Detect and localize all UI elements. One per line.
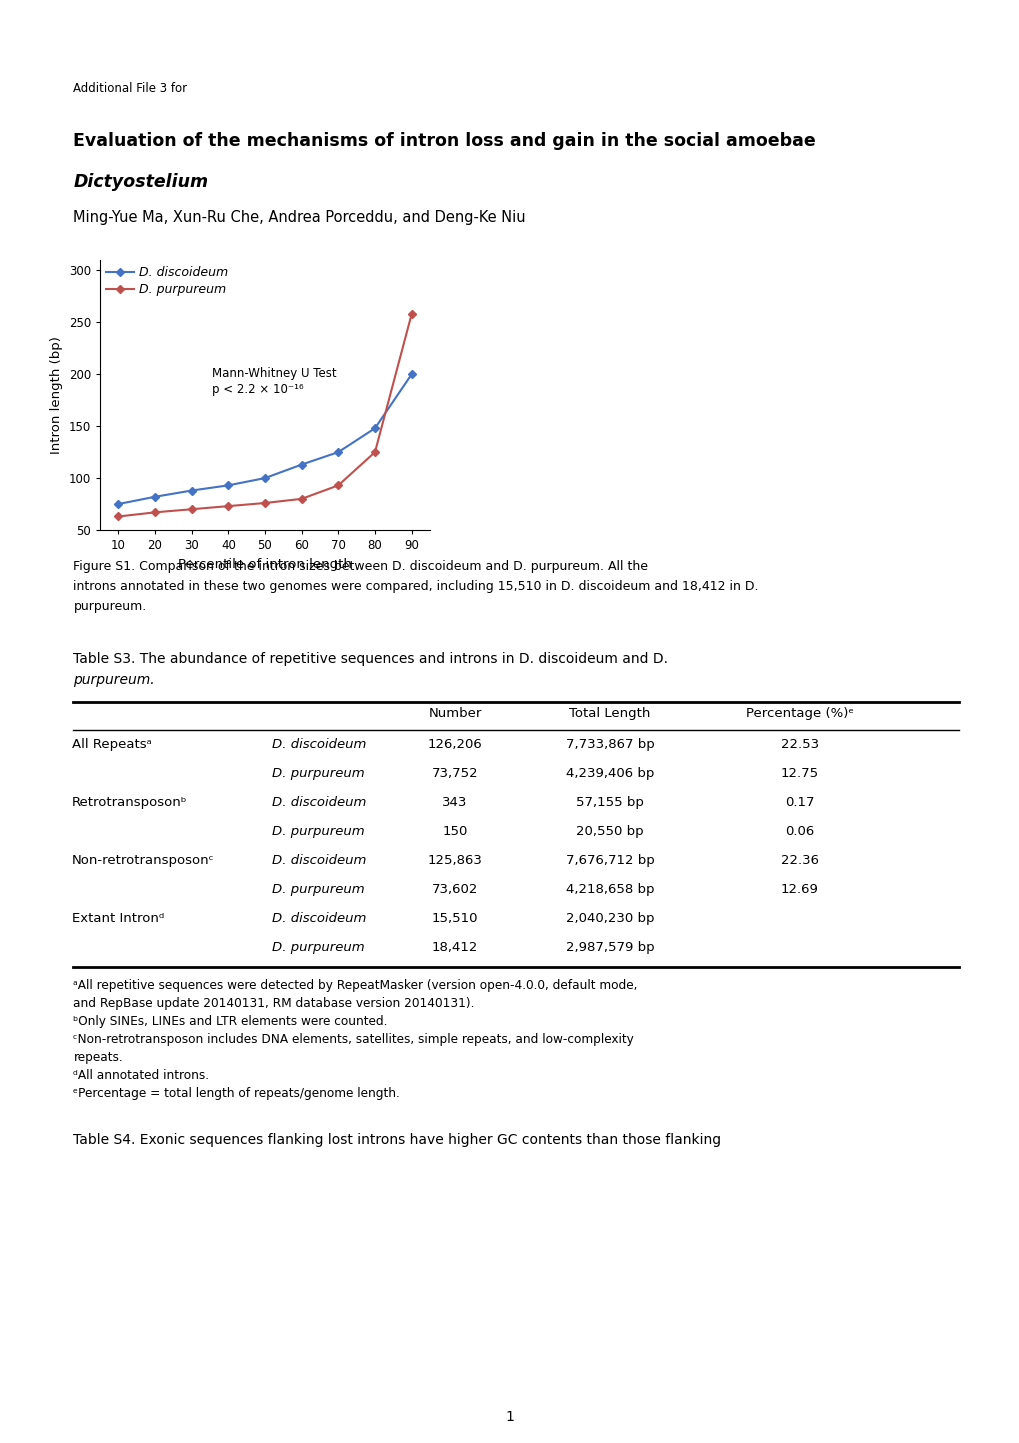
D. purpureum: [149, 504, 161, 521]
Text: Percentage (%)ᵉ: Percentage (%)ᵉ: [745, 707, 853, 720]
D. purpureum: [406, 306, 418, 323]
D. purpureum: [296, 491, 308, 508]
D. purpureum: [222, 498, 234, 515]
Text: Evaluation of the mechanisms of intron loss and gain in the social amoebae: Evaluation of the mechanisms of intron l…: [73, 131, 815, 150]
Text: introns annotated in these two genomes were compared, including 15,510 in D. dis: introns annotated in these two genomes w…: [73, 580, 758, 593]
Text: Table S3. The abundance of repetitive sequences and introns in D. discoideum and: Table S3. The abundance of repetitive se…: [73, 652, 667, 667]
Text: 15,510: 15,510: [431, 912, 478, 925]
D. purpureum: [332, 476, 344, 494]
D. discoideum: [259, 469, 271, 486]
Text: Extant Intronᵈ: Extant Intronᵈ: [72, 912, 164, 925]
Text: 0.06: 0.06: [785, 825, 814, 838]
Text: 343: 343: [442, 797, 468, 810]
D. discoideum: [185, 482, 198, 499]
Text: D. discoideum: D. discoideum: [272, 912, 366, 925]
Text: 4,239,406 bp: 4,239,406 bp: [566, 768, 653, 781]
Text: and RepBase update 20140131, RM database version 20140131).: and RepBase update 20140131, RM database…: [73, 997, 475, 1010]
Text: 22.36: 22.36: [781, 854, 818, 867]
D. discoideum: [369, 420, 381, 437]
Text: 150: 150: [442, 825, 468, 838]
Text: Retrotransposonᵇ: Retrotransposonᵇ: [72, 797, 187, 810]
D. discoideum: [406, 365, 418, 382]
Line: D. purpureum: D. purpureum: [115, 312, 414, 519]
Text: purpureum.: purpureum.: [73, 672, 155, 687]
Text: D. discoideum: D. discoideum: [272, 797, 366, 810]
Text: D. purpureum: D. purpureum: [272, 825, 364, 838]
Text: Table S4. Exonic sequences flanking lost introns have higher GC contents than th: Table S4. Exonic sequences flanking lost…: [73, 1133, 720, 1147]
Text: 125,863: 125,863: [427, 854, 482, 867]
Text: All Repeatsᵃ: All Repeatsᵃ: [72, 737, 152, 750]
X-axis label: Percentile of intron length: Percentile of intron length: [178, 557, 352, 570]
Text: 12.69: 12.69: [781, 883, 818, 896]
Text: ᵃAll repetitive sequences were detected by RepeatMasker (version open-4.0.0, def: ᵃAll repetitive sequences were detected …: [73, 978, 637, 991]
Text: 18,412: 18,412: [431, 941, 478, 954]
Text: Dictyostelium: Dictyostelium: [73, 173, 208, 190]
Text: Figure S1. Comparison of the intron sizes between D. discoideum and D. purpureum: Figure S1. Comparison of the intron size…: [73, 560, 648, 573]
Text: 20,550 bp: 20,550 bp: [576, 825, 643, 838]
D. purpureum: [185, 501, 198, 518]
Text: ᶜNon-retrotransposon includes DNA elements, satellites, simple repeats, and low-: ᶜNon-retrotransposon includes DNA elemen…: [73, 1033, 634, 1046]
Text: 57,155 bp: 57,155 bp: [576, 797, 643, 810]
Text: Mann-Whitney U Test
p < 2.2 × 10⁻¹⁶: Mann-Whitney U Test p < 2.2 × 10⁻¹⁶: [212, 368, 336, 395]
D. discoideum: [149, 488, 161, 505]
D. discoideum: [296, 456, 308, 473]
Line: D. discoideum: D. discoideum: [115, 371, 414, 506]
Text: ᵈAll annotated introns.: ᵈAll annotated introns.: [73, 1069, 209, 1082]
Text: 4,218,658 bp: 4,218,658 bp: [566, 883, 653, 896]
Text: 2,987,579 bp: 2,987,579 bp: [566, 941, 653, 954]
D. discoideum: [222, 476, 234, 494]
D. purpureum: [369, 443, 381, 460]
Text: 1: 1: [505, 1410, 514, 1424]
Text: D. purpureum: D. purpureum: [272, 941, 364, 954]
Legend: D. discoideum, D. purpureum: D. discoideum, D. purpureum: [106, 267, 227, 296]
Text: D. discoideum: D. discoideum: [272, 737, 366, 750]
Text: purpureum.: purpureum.: [73, 600, 147, 613]
Text: 7,733,867 bp: 7,733,867 bp: [566, 737, 654, 750]
Text: 126,206: 126,206: [427, 737, 482, 750]
Text: 12.75: 12.75: [781, 768, 818, 781]
Text: Additional File 3 for: Additional File 3 for: [73, 82, 187, 95]
Text: repeats.: repeats.: [73, 1051, 123, 1063]
Text: D. purpureum: D. purpureum: [272, 768, 364, 781]
Text: ᵇOnly SINEs, LINEs and LTR elements were counted.: ᵇOnly SINEs, LINEs and LTR elements were…: [73, 1014, 387, 1027]
Text: Non-retrotransposonᶜ: Non-retrotransposonᶜ: [72, 854, 214, 867]
Text: D. purpureum: D. purpureum: [272, 883, 364, 896]
Text: 2,040,230 bp: 2,040,230 bp: [566, 912, 653, 925]
Text: 73,602: 73,602: [431, 883, 478, 896]
D. purpureum: [112, 508, 124, 525]
Text: Number: Number: [428, 707, 481, 720]
Text: 7,676,712 bp: 7,676,712 bp: [566, 854, 654, 867]
D. discoideum: [332, 443, 344, 460]
D. discoideum: [112, 495, 124, 512]
Text: 73,752: 73,752: [431, 768, 478, 781]
Y-axis label: Intron length (bp): Intron length (bp): [50, 336, 63, 455]
Text: ᵉPercentage = total length of repeats/genome length.: ᵉPercentage = total length of repeats/ge…: [73, 1087, 399, 1100]
Text: 22.53: 22.53: [781, 737, 818, 750]
Text: 0.17: 0.17: [785, 797, 814, 810]
Text: D. discoideum: D. discoideum: [272, 854, 366, 867]
Text: Ming-Yue Ma, Xun-Ru Che, Andrea Porceddu, and Deng-Ke Niu: Ming-Yue Ma, Xun-Ru Che, Andrea Porceddu…: [73, 211, 526, 225]
Text: Total Length: Total Length: [569, 707, 650, 720]
D. purpureum: [259, 495, 271, 512]
